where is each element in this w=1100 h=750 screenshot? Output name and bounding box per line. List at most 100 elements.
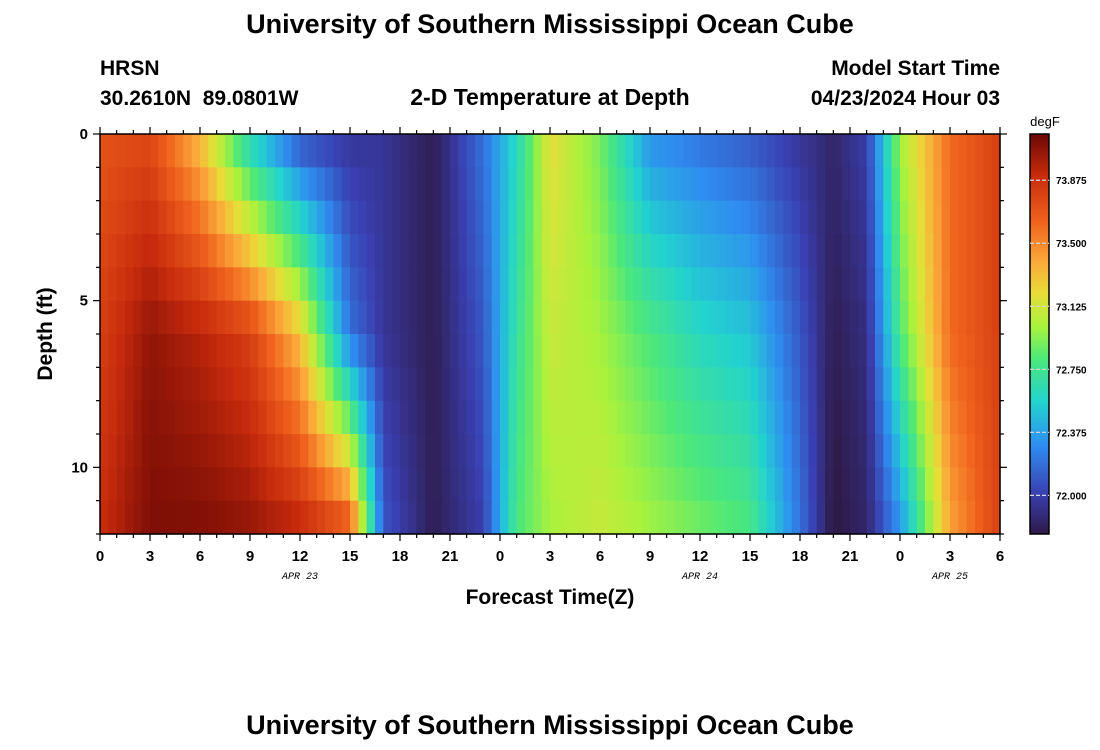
heatmap-cell bbox=[841, 434, 851, 468]
heatmap-cell bbox=[350, 334, 359, 368]
heatmap-cell bbox=[791, 134, 801, 168]
heatmap-cell bbox=[108, 167, 118, 202]
heatmap-cell bbox=[225, 434, 234, 468]
heatmap-cell bbox=[683, 234, 693, 268]
heatmap-cell bbox=[266, 467, 276, 502]
heatmap-cell bbox=[333, 434, 343, 468]
heatmap-cell bbox=[683, 167, 693, 202]
heatmap-cell bbox=[716, 334, 726, 368]
heatmap-cell bbox=[716, 434, 726, 468]
heatmap-cell bbox=[991, 367, 1001, 402]
heatmap-cell bbox=[541, 134, 551, 168]
heatmap-cell bbox=[116, 334, 126, 368]
heatmap-cell bbox=[183, 334, 193, 368]
heatmap-cell bbox=[358, 234, 368, 268]
heatmap-cell bbox=[641, 434, 651, 468]
heatmap-cell bbox=[625, 234, 634, 268]
heatmap-cell bbox=[216, 200, 226, 235]
heatmap-cell bbox=[466, 267, 476, 302]
heatmap-cell bbox=[183, 234, 193, 268]
heatmap-cell bbox=[300, 467, 309, 502]
heatmap-cell bbox=[325, 300, 334, 335]
heatmap-cell bbox=[741, 267, 751, 302]
heatmap-cell bbox=[716, 467, 726, 502]
heatmap-cell bbox=[975, 300, 984, 335]
heatmap-cell bbox=[725, 400, 734, 435]
heatmap-cell bbox=[716, 167, 726, 202]
heatmap-cell bbox=[141, 467, 151, 502]
heatmap-cell bbox=[250, 200, 259, 235]
heatmap-cell bbox=[641, 467, 651, 502]
heatmap-cell bbox=[291, 167, 301, 202]
heatmap-cell bbox=[541, 267, 551, 302]
heatmap-cell bbox=[883, 267, 893, 302]
heatmap-cell bbox=[333, 234, 343, 268]
heatmap-cell bbox=[866, 134, 876, 168]
heatmap-cell bbox=[300, 234, 309, 268]
heatmap-cell bbox=[441, 500, 451, 535]
heatmap-cell bbox=[750, 400, 759, 435]
heatmap-cell bbox=[100, 167, 109, 202]
heatmap-cell bbox=[316, 500, 326, 535]
heatmap-cell bbox=[350, 300, 359, 335]
heatmap-cell bbox=[300, 367, 309, 402]
heatmap-cell bbox=[950, 134, 959, 168]
heatmap-cell bbox=[575, 167, 584, 202]
heatmap-cell bbox=[833, 367, 843, 402]
model-start-value: 04/23/2024 Hour 03 bbox=[810, 87, 1000, 110]
heatmap-cell bbox=[116, 467, 126, 502]
heatmap-cell bbox=[691, 434, 701, 468]
heatmap-cell bbox=[341, 467, 351, 502]
heatmap-cell bbox=[658, 134, 668, 168]
heatmap-cell bbox=[641, 300, 651, 335]
heatmap-cell bbox=[175, 367, 184, 402]
heatmap-cell bbox=[316, 167, 326, 202]
x-axis-label: Forecast Time(Z) bbox=[466, 586, 635, 609]
heatmap-cell bbox=[341, 167, 351, 202]
heatmap-cell bbox=[541, 167, 551, 202]
heatmap-cell bbox=[408, 134, 418, 168]
heatmap-cell bbox=[475, 334, 484, 368]
heatmap-cell bbox=[750, 300, 759, 335]
heatmap-cell bbox=[541, 234, 551, 268]
heatmap-cell bbox=[508, 200, 518, 235]
heatmap-cell bbox=[441, 267, 451, 302]
heatmap-cell bbox=[775, 300, 784, 335]
heatmap-cell bbox=[666, 300, 676, 335]
heatmap-cell bbox=[441, 167, 451, 202]
x-tick-label: 21 bbox=[842, 548, 859, 565]
heatmap-cell bbox=[183, 434, 193, 468]
heatmap-cell bbox=[708, 267, 718, 302]
heatmap-cell bbox=[291, 367, 301, 402]
heatmap-cell bbox=[258, 234, 268, 268]
heatmap-cell bbox=[233, 300, 243, 335]
heatmap-cell bbox=[866, 234, 876, 268]
heatmap-cell bbox=[108, 334, 118, 368]
heatmap-cell bbox=[375, 434, 384, 468]
heatmap-cell bbox=[625, 467, 634, 502]
heatmap-cell bbox=[983, 234, 993, 268]
heatmap-cell bbox=[625, 300, 634, 335]
heatmap-cell bbox=[508, 134, 518, 168]
heatmap-cell bbox=[750, 434, 759, 468]
heatmap-cell bbox=[575, 400, 584, 435]
heatmap-cell bbox=[416, 234, 426, 268]
heatmap-cell bbox=[550, 334, 559, 368]
heatmap-cell bbox=[766, 134, 776, 168]
heatmap-cell bbox=[108, 467, 118, 502]
heatmap-cell bbox=[258, 167, 268, 202]
heatmap-cell bbox=[258, 267, 268, 302]
heatmap-cell bbox=[216, 300, 226, 335]
heatmap-cell bbox=[633, 167, 643, 202]
heatmap-cell bbox=[425, 134, 434, 168]
heatmap-cell bbox=[666, 400, 676, 435]
heatmap-cell bbox=[208, 434, 218, 468]
heatmap-cell bbox=[941, 167, 951, 202]
heatmap-cell bbox=[983, 467, 993, 502]
heatmap-cell bbox=[550, 167, 559, 202]
heatmap-cell bbox=[725, 434, 734, 468]
heatmap-cell bbox=[458, 500, 468, 535]
heatmap-cell bbox=[933, 334, 943, 368]
heatmap-cell bbox=[616, 134, 626, 168]
heatmap-cell bbox=[558, 467, 568, 502]
